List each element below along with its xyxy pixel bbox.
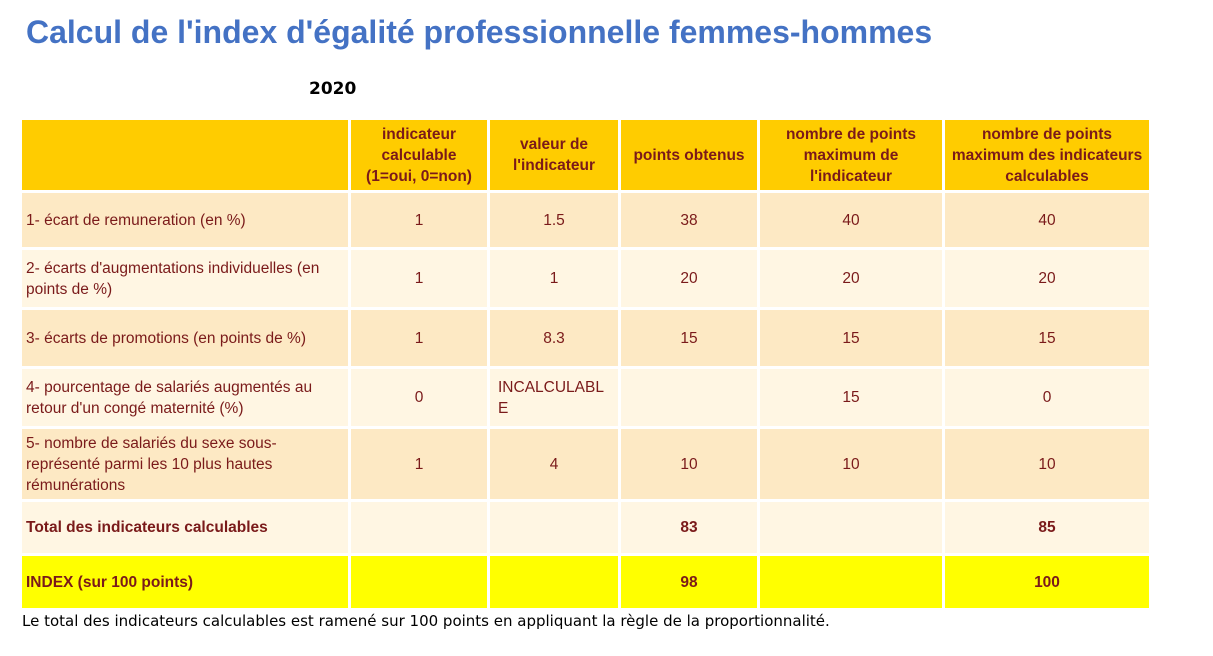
row-label: 1- écart de remuneration (en %) — [22, 193, 348, 247]
cell-calculable: 1 — [351, 250, 487, 307]
cell-max: 10 — [760, 429, 942, 499]
header-calculable: indicateur calculable (1=oui, 0=non) — [351, 120, 487, 190]
header-max-calc: nombre de points maximum des indicateurs… — [945, 120, 1149, 190]
cell-points: 10 — [621, 429, 757, 499]
table-header-row: indicateur calculable (1=oui, 0=non) val… — [22, 120, 1149, 190]
year-label: 2020 — [309, 79, 357, 99]
cell-calculable: 0 — [351, 369, 487, 426]
cell-max-calc: 20 — [945, 250, 1149, 307]
cell-calculable: 1 — [351, 429, 487, 499]
cell-calculable: 1 — [351, 193, 487, 247]
index-points: 98 — [621, 556, 757, 608]
cell-calculable: 1 — [351, 310, 487, 366]
header-points: points obtenus — [621, 120, 757, 190]
cell-points: 20 — [621, 250, 757, 307]
header-label — [22, 120, 348, 190]
header-valeur: valeur de l'indicateur — [490, 120, 618, 190]
index-max-calc: 100 — [945, 556, 1149, 608]
cell-points: 15 — [621, 310, 757, 366]
header-max: nombre de points maximum de l'indicateur — [760, 120, 942, 190]
index-label: INDEX (sur 100 points) — [22, 556, 348, 608]
cell-max: 40 — [760, 193, 942, 247]
cell-valeur: 4 — [490, 429, 618, 499]
table-row: 3- écarts de promotions (en points de %)… — [22, 310, 1149, 366]
cell-valeur: 1.5 — [490, 193, 618, 247]
table-row: 5- nombre de salariés du sexe sous-repré… — [22, 429, 1149, 499]
total-row: Total des indicateurs calculables 83 85 — [22, 502, 1149, 553]
page-title: Calcul de l'index d'égalité professionne… — [26, 14, 933, 50]
row-label: 3- écarts de promotions (en points de %) — [22, 310, 348, 366]
cell-max: 15 — [760, 310, 942, 366]
cell-max-calc: 0 — [945, 369, 1149, 426]
cell-max: 20 — [760, 250, 942, 307]
table-row: 1- écart de remuneration (en %) 1 1.5 38… — [22, 193, 1149, 247]
total-points: 83 — [621, 502, 757, 553]
table-row: 4- pourcentage de salariés augmentés au … — [22, 369, 1149, 426]
row-label: 5- nombre de salariés du sexe sous-repré… — [22, 429, 348, 499]
index-row: INDEX (sur 100 points) 98 100 — [22, 556, 1149, 608]
total-max-calc: 85 — [945, 502, 1149, 553]
cell-max-calc: 10 — [945, 429, 1149, 499]
cell-max-calc: 40 — [945, 193, 1149, 247]
cell-points: 38 — [621, 193, 757, 247]
index-table: indicateur calculable (1=oui, 0=non) val… — [19, 117, 1152, 611]
cell-max: 15 — [760, 369, 942, 426]
cell-valeur: INCALCULABLE — [490, 369, 618, 426]
table-row: 2- écarts d'augmentations individuelles … — [22, 250, 1149, 307]
cell-max-calc: 15 — [945, 310, 1149, 366]
row-label: 2- écarts d'augmentations individuelles … — [22, 250, 348, 307]
footnote: Le total des indicateurs calculables est… — [22, 612, 830, 630]
row-label: 4- pourcentage de salariés augmentés au … — [22, 369, 348, 426]
cell-valeur: 1 — [490, 250, 618, 307]
cell-points — [621, 369, 757, 426]
cell-valeur: 8.3 — [490, 310, 618, 366]
total-label: Total des indicateurs calculables — [22, 502, 348, 553]
